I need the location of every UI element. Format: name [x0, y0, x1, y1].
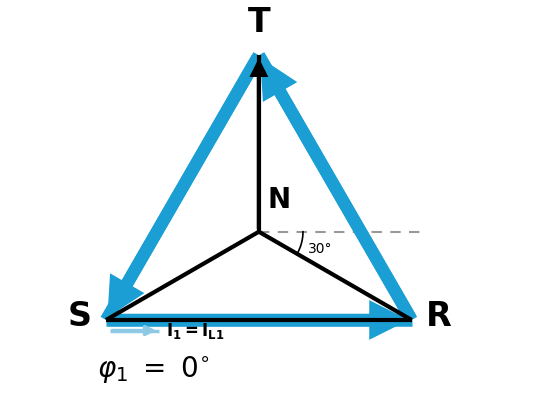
Text: N: N — [268, 186, 291, 214]
Text: $\varphi_1\ =\ 0^{\circ}$: $\varphi_1\ =\ 0^{\circ}$ — [97, 354, 210, 385]
Text: $\mathbf{I_1 = I_{L1}}$: $\mathbf{I_1 = I_{L1}}$ — [166, 321, 225, 342]
Text: 30°: 30° — [308, 242, 333, 256]
Text: S: S — [68, 300, 92, 333]
Text: R: R — [426, 300, 452, 333]
Text: T: T — [248, 6, 270, 39]
